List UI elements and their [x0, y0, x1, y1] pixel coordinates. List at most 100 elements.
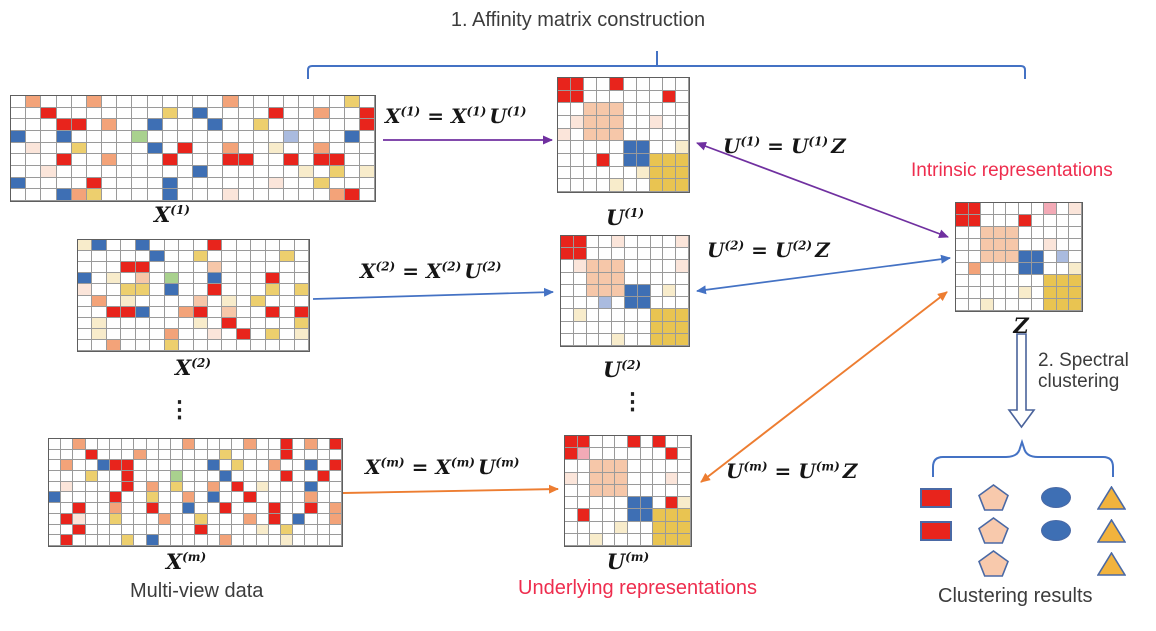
matrix-cell	[208, 96, 224, 108]
matrix-cell	[558, 90, 572, 104]
matrix-cell	[676, 333, 689, 346]
matrix-cell	[49, 524, 62, 536]
matrix-cell	[663, 248, 677, 261]
matrix-cell	[78, 284, 93, 296]
matrix-cell	[223, 96, 239, 108]
matrix-cell	[359, 96, 375, 108]
matrix-cell	[993, 275, 1007, 287]
matrix-cell	[238, 142, 254, 155]
matrix-cell	[968, 215, 982, 227]
matrix-cell	[280, 328, 295, 340]
matrix-cell	[207, 273, 223, 285]
matrix-cell	[637, 297, 651, 310]
matrix-cell	[193, 107, 209, 120]
matrix-cell	[256, 513, 269, 525]
matrix-cell	[177, 189, 193, 201]
matrix-cell	[1056, 251, 1070, 263]
matrix-cell	[244, 481, 257, 493]
spectral-clustering-arrow	[1007, 333, 1036, 429]
matrix-cell	[193, 339, 208, 351]
matrix-cell	[662, 179, 676, 192]
matrix-cell	[612, 260, 625, 273]
matrix-cell	[625, 272, 638, 285]
matrix-cell	[615, 533, 628, 546]
matrix-cell	[193, 154, 209, 166]
matrix-z	[955, 202, 1083, 312]
matrix-cell	[1056, 275, 1070, 287]
results-brace	[932, 438, 1114, 477]
matrix-cell	[305, 439, 318, 450]
shape-slot	[1024, 547, 1088, 580]
matrix-cell	[586, 284, 600, 298]
matrix-cell	[183, 460, 196, 472]
matrix-cell	[615, 460, 628, 473]
matrix-cell	[102, 166, 118, 178]
matrix-cell	[193, 177, 209, 190]
matrix-cell	[676, 236, 689, 249]
matrix-cell	[132, 177, 148, 190]
shape-slot	[1024, 481, 1088, 514]
matrix-cell	[122, 460, 135, 472]
matrix-cell	[637, 272, 651, 285]
matrix-cell	[565, 472, 578, 485]
matrix-cell	[222, 317, 237, 329]
matrix-cell	[558, 128, 572, 142]
matrix-cell	[280, 439, 294, 450]
matrix-cell	[26, 142, 42, 155]
matrix-cell	[649, 128, 663, 142]
matrix-cell	[86, 96, 102, 108]
matrix-cell	[676, 260, 689, 273]
matrix-cell	[122, 524, 135, 536]
matrix-cell	[565, 460, 578, 473]
matrix-cell	[665, 484, 679, 498]
matrix-cell	[599, 297, 613, 310]
matrix-cell	[280, 492, 294, 504]
matrix-cell	[675, 90, 689, 104]
matrix-cell	[207, 524, 220, 536]
matrix-cell	[207, 503, 220, 514]
matrix-x1-label: X(1)	[153, 202, 190, 227]
matrix-cell	[663, 309, 677, 322]
matrix-cell	[158, 439, 172, 450]
matrix-cell	[650, 309, 664, 322]
matrix-cell	[121, 240, 136, 252]
matrix-cell	[110, 471, 123, 482]
matrix-cell	[590, 509, 603, 522]
matrix-cell	[558, 166, 572, 180]
matrix-cell	[244, 460, 257, 472]
matrix-cell	[981, 203, 994, 215]
matrix-cell	[956, 275, 969, 287]
matrix-cell	[1031, 263, 1045, 275]
matrix-cell	[61, 460, 74, 472]
matrix-cell	[195, 492, 208, 504]
matrix-cell	[1006, 227, 1019, 239]
matrix-cell	[256, 449, 269, 461]
matrix-cell	[162, 107, 178, 120]
matrix-cell	[314, 154, 330, 166]
matrix-cell	[610, 90, 624, 104]
matrix-cell	[86, 107, 102, 120]
matrix-cell	[612, 333, 625, 346]
matrix-cell	[640, 533, 654, 546]
matrix-cell	[73, 492, 86, 504]
matrix-cell	[195, 471, 208, 482]
matrix-cell	[305, 492, 318, 504]
matrix-cell	[71, 189, 87, 201]
matrix-cell	[11, 189, 27, 201]
matrix-cell	[223, 142, 239, 155]
matrix-cell	[299, 177, 315, 190]
matrix-cell	[41, 177, 57, 190]
matrix-cell	[640, 460, 654, 473]
matrix-cell	[110, 492, 123, 504]
matrix-cell	[223, 131, 239, 143]
matrix-z-label: Z	[1013, 313, 1029, 338]
matrix-cell	[177, 119, 193, 131]
matrix-cell	[256, 535, 269, 546]
cluster-triangle	[1096, 551, 1126, 576]
matrix-cell	[623, 103, 637, 116]
matrix-cell	[359, 154, 375, 166]
matrix-cell	[73, 471, 86, 482]
matrix-cell	[314, 96, 330, 108]
matrix-cell	[650, 321, 664, 334]
matrix-cell	[146, 492, 159, 504]
